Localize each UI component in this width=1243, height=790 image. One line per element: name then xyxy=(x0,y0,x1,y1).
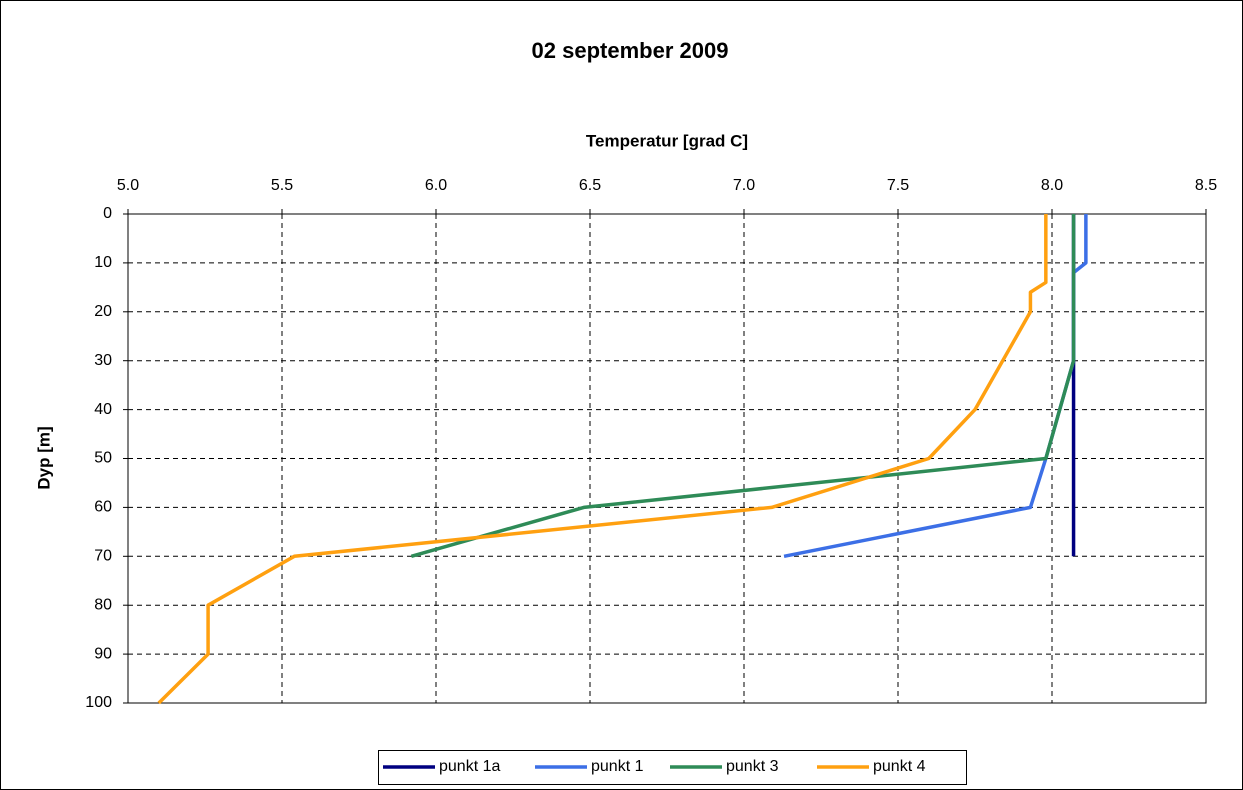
y-tick-label: 80 xyxy=(94,596,112,613)
x-tick-label: 6.5 xyxy=(579,177,601,194)
y-tick-label: 60 xyxy=(94,499,112,516)
x-tick-label: 6.0 xyxy=(425,177,447,194)
x-tick-label: 8.0 xyxy=(1041,177,1063,194)
legend-label: punkt 1a xyxy=(439,758,500,775)
legend-label: punkt 3 xyxy=(726,758,779,775)
y-tick-label: 0 xyxy=(103,205,112,222)
x-tick-label: 5.0 xyxy=(117,177,139,194)
series-line xyxy=(410,214,1076,558)
legend-label: punkt 4 xyxy=(873,758,926,775)
x-axis-label: Temperatur [grad C] xyxy=(586,131,748,150)
series-line xyxy=(157,214,1048,705)
x-tick-label: 5.5 xyxy=(271,177,293,194)
y-tick-label: 30 xyxy=(94,352,112,369)
plot-area xyxy=(127,213,1207,704)
x-tick-label: 7.0 xyxy=(733,177,755,194)
y-tick-label: 40 xyxy=(94,401,112,418)
y-axis-label: Dyp [m] xyxy=(34,426,53,489)
y-tick-label: 20 xyxy=(94,303,112,320)
y-tick-label: 90 xyxy=(94,645,112,662)
y-tick-label: 70 xyxy=(94,548,112,565)
x-tick-label: 7.5 xyxy=(887,177,909,194)
y-tick-label: 50 xyxy=(94,450,112,467)
y-tick-label: 100 xyxy=(85,694,112,711)
legend-label: punkt 1 xyxy=(591,758,644,775)
y-tick-label: 10 xyxy=(94,254,112,271)
x-tick-label: 8.5 xyxy=(1195,177,1217,194)
chart-title: 02 september 2009 xyxy=(532,38,729,63)
